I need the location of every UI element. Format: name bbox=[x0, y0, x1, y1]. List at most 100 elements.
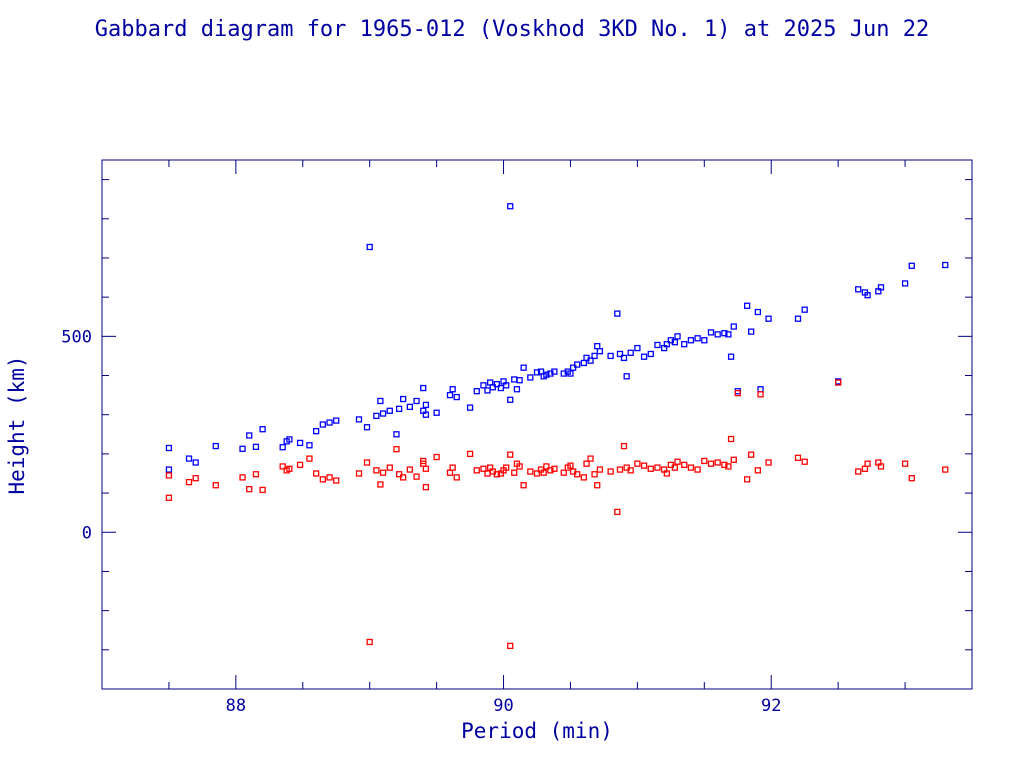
apogee-point bbox=[551, 368, 558, 375]
perigee-point bbox=[252, 471, 260, 478]
apogee-point bbox=[520, 364, 527, 371]
apogee-point bbox=[400, 395, 407, 403]
apogee-point bbox=[580, 359, 587, 367]
perigee-point bbox=[861, 465, 869, 472]
apogee-point bbox=[647, 350, 654, 358]
apogee-point bbox=[306, 442, 313, 449]
apogee-point bbox=[701, 337, 708, 344]
apogee-point bbox=[765, 315, 772, 322]
apogee-point bbox=[725, 331, 732, 338]
perigee-point bbox=[286, 465, 293, 472]
apogee-point bbox=[493, 380, 500, 388]
apogee-point bbox=[908, 262, 915, 269]
perigee-point bbox=[259, 486, 266, 494]
perigee-point bbox=[420, 457, 427, 465]
perigee-point bbox=[640, 462, 648, 469]
perigee-point bbox=[493, 471, 500, 478]
apogee-point bbox=[507, 396, 514, 403]
perigee-point bbox=[363, 459, 371, 466]
apogee-point bbox=[663, 341, 670, 348]
perigee-point bbox=[560, 469, 567, 476]
apogee-point bbox=[326, 419, 333, 426]
perigee-point bbox=[727, 435, 735, 443]
apogee-point bbox=[185, 455, 193, 462]
perigee-point bbox=[366, 638, 373, 646]
apogee-point bbox=[296, 439, 304, 447]
apogee-point bbox=[757, 386, 764, 393]
perigee-point bbox=[801, 458, 808, 465]
apogee-point bbox=[694, 335, 701, 342]
apogee-point bbox=[627, 349, 634, 356]
perigee-point bbox=[877, 463, 885, 470]
apogee-point bbox=[319, 421, 326, 428]
apogee-point bbox=[855, 286, 862, 293]
perigee-point bbox=[574, 471, 581, 478]
perigee-point bbox=[511, 469, 518, 476]
apogee-point bbox=[413, 397, 420, 405]
apogee-point bbox=[511, 376, 518, 383]
apogee-point bbox=[239, 445, 246, 452]
apogee-point bbox=[640, 353, 648, 360]
apogee-point bbox=[252, 443, 260, 450]
perigee-point bbox=[413, 473, 420, 480]
perigee-point bbox=[547, 467, 554, 474]
perigee-point bbox=[754, 467, 761, 474]
perigee-point bbox=[165, 472, 173, 479]
perigee-point bbox=[748, 451, 755, 458]
perigee-point bbox=[543, 463, 550, 470]
perigee-point bbox=[239, 474, 246, 481]
y-tick-label: 500 bbox=[61, 327, 92, 347]
apogee-point bbox=[614, 310, 621, 317]
apogee-point bbox=[616, 350, 624, 358]
apogee-point bbox=[634, 344, 641, 352]
apogee-point bbox=[623, 373, 630, 380]
apogee-point bbox=[674, 333, 681, 340]
perigee-point bbox=[620, 442, 628, 450]
apogee-point bbox=[533, 369, 541, 376]
apogee-point bbox=[901, 280, 909, 287]
apogee-point bbox=[730, 323, 737, 330]
apogee-point bbox=[567, 370, 574, 377]
series-apogee bbox=[165, 203, 949, 473]
apogee-point bbox=[671, 339, 679, 346]
perigee-point bbox=[701, 457, 708, 465]
apogee-point bbox=[507, 203, 514, 210]
perigee-point bbox=[855, 468, 862, 475]
apogee-point bbox=[212, 442, 219, 450]
apogee-point bbox=[480, 382, 487, 389]
apogee-point bbox=[607, 352, 614, 360]
perigee-point bbox=[473, 467, 480, 474]
perigee-point bbox=[596, 466, 604, 473]
perigee-point bbox=[671, 464, 679, 471]
perigee-point bbox=[433, 453, 440, 461]
perigee-point bbox=[627, 467, 634, 474]
perigee-point bbox=[393, 446, 400, 453]
perigee-point bbox=[279, 463, 286, 470]
apogee-point bbox=[366, 243, 373, 251]
apogee-point bbox=[363, 424, 371, 431]
apogee-point bbox=[286, 436, 293, 443]
perigee-point bbox=[794, 454, 802, 461]
perigee-point bbox=[466, 450, 474, 458]
perigee-point bbox=[422, 484, 430, 491]
perigee-point bbox=[707, 460, 715, 467]
perigee-point bbox=[757, 391, 764, 398]
perigee-point bbox=[634, 460, 641, 467]
perigee-point bbox=[507, 451, 514, 458]
apogee-point bbox=[681, 341, 688, 348]
apogee-point bbox=[721, 330, 728, 337]
apogee-point bbox=[864, 292, 871, 299]
perigee-point bbox=[674, 458, 681, 465]
perigee-point bbox=[406, 466, 413, 473]
perigee-point bbox=[377, 481, 384, 488]
perigee-point bbox=[587, 455, 594, 462]
perigee-point bbox=[192, 475, 199, 482]
apogee-point bbox=[192, 459, 199, 466]
perigee-point bbox=[507, 642, 514, 650]
apogee-point bbox=[587, 357, 594, 364]
perigee-point bbox=[835, 379, 842, 386]
apogee-point bbox=[473, 388, 480, 395]
perigee-point bbox=[901, 460, 909, 467]
data-points bbox=[165, 203, 949, 650]
